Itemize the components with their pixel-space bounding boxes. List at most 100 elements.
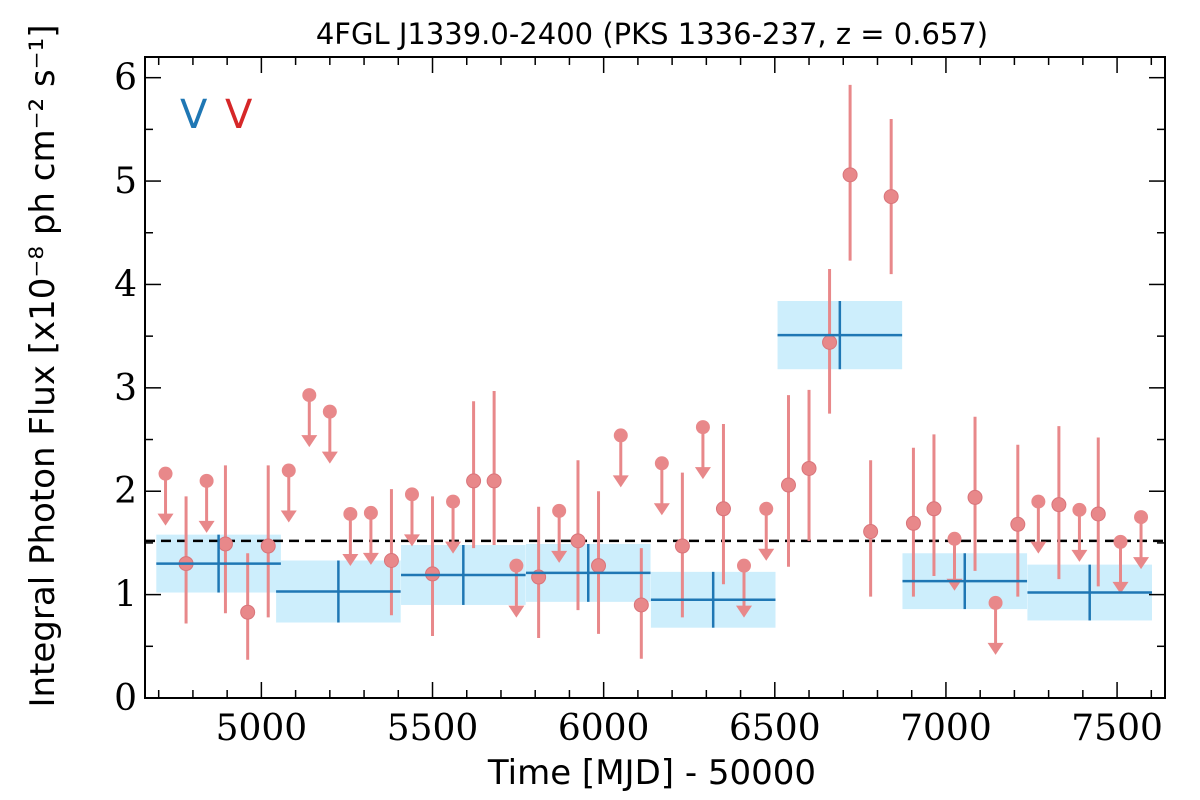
short-bin-marker bbox=[905, 515, 921, 531]
upper-limit-marker bbox=[158, 466, 173, 481]
short-bin-point-5 bbox=[260, 465, 276, 618]
upper-limit-arrowhead bbox=[301, 435, 318, 448]
upper-limit-marker bbox=[1113, 534, 1128, 549]
short-bin-marker bbox=[1010, 516, 1026, 532]
short-bin-point-19 bbox=[551, 503, 568, 563]
upper-limit-marker bbox=[322, 404, 337, 419]
short-bin-marker bbox=[883, 189, 899, 205]
upper-limit-arrowhead bbox=[198, 520, 215, 533]
short-bin-point-1 bbox=[178, 496, 194, 624]
short-bin-point-37 bbox=[926, 434, 942, 577]
chart-title: 4FGL J1339.0-2400 (PKS 1336-237, z = 0.6… bbox=[316, 17, 988, 51]
short-bin-point-11 bbox=[383, 489, 399, 616]
short-bin-marker bbox=[591, 558, 607, 574]
short-bin-point-46 bbox=[1112, 534, 1129, 594]
short-bin-point-45 bbox=[1090, 437, 1106, 587]
legend-label-short-bins: V bbox=[225, 92, 253, 138]
upper-limit-arrowhead bbox=[735, 605, 752, 618]
y-axis-label: Integral Photon Flux [x10⁻⁸ ph cm⁻² s⁻¹] bbox=[23, 24, 63, 707]
short-bin-point-35 bbox=[883, 119, 899, 275]
upper-limit-marker bbox=[343, 506, 358, 521]
short-bin-point-22 bbox=[612, 428, 629, 488]
upper-limit-marker bbox=[509, 558, 524, 573]
short-bin-marker bbox=[633, 597, 649, 613]
y-tick-label-1: 1 bbox=[114, 575, 137, 616]
x-axis-label: Time [MJD] - 50000 bbox=[487, 753, 816, 793]
short-bin-marker bbox=[1090, 506, 1106, 522]
long-bin-point-2 bbox=[401, 544, 526, 605]
short-bin-point-30 bbox=[780, 395, 796, 567]
upper-limit-marker bbox=[552, 503, 567, 518]
short-bin-point-6 bbox=[280, 463, 297, 523]
x-tick-label-1: 5500 bbox=[387, 708, 479, 749]
short-bin-marker bbox=[1051, 497, 1067, 513]
short-bin-point-40 bbox=[987, 595, 1004, 655]
long-bin-point-6 bbox=[902, 553, 1028, 610]
short-bin-points bbox=[157, 84, 1150, 660]
short-bin-point-32 bbox=[822, 268, 838, 414]
y-tick-label-5: 5 bbox=[114, 161, 137, 202]
upper-limit-marker bbox=[654, 456, 669, 471]
short-bin-point-39 bbox=[967, 416, 983, 571]
x-tick-label-0: 5000 bbox=[216, 708, 308, 749]
upper-limit-marker bbox=[988, 595, 1003, 610]
short-bin-point-29 bbox=[758, 501, 775, 561]
short-bin-point-43 bbox=[1051, 426, 1067, 580]
x-tick-label-3: 6500 bbox=[729, 708, 821, 749]
upper-limit-arrowhead bbox=[1030, 541, 1047, 554]
short-bin-point-4 bbox=[240, 553, 256, 660]
short-bin-marker bbox=[801, 460, 817, 476]
y-tick-label-2: 2 bbox=[114, 471, 137, 512]
upper-limit-arrowhead bbox=[694, 467, 711, 480]
long-bin-point-0 bbox=[156, 534, 281, 593]
short-bin-point-26 bbox=[694, 420, 711, 480]
short-bin-point-10 bbox=[362, 505, 379, 565]
short-bin-point-16 bbox=[486, 390, 502, 545]
short-bin-point-7 bbox=[301, 388, 318, 448]
plot-frame bbox=[144, 56, 1166, 699]
upper-limit-arrowhead bbox=[1071, 549, 1088, 562]
short-bin-point-33 bbox=[842, 84, 858, 261]
short-bin-marker bbox=[780, 477, 796, 493]
y-tick-label-4: 4 bbox=[114, 264, 137, 305]
long-bin-point-4 bbox=[650, 571, 776, 628]
short-bin-point-25 bbox=[674, 472, 690, 618]
short-bin-point-2 bbox=[198, 473, 215, 533]
upper-limit-arrowhead bbox=[445, 541, 462, 554]
upper-limit-arrowhead bbox=[551, 550, 568, 563]
upper-limit-marker bbox=[404, 487, 419, 502]
upper-limit-marker bbox=[695, 420, 710, 435]
short-bin-point-27 bbox=[715, 424, 731, 585]
long-bin-point-3 bbox=[525, 543, 651, 602]
short-bin-point-23 bbox=[633, 548, 649, 659]
short-bin-point-14 bbox=[445, 494, 462, 554]
upper-limit-arrowhead bbox=[987, 642, 1004, 655]
x-tick-label-2: 6000 bbox=[558, 708, 650, 749]
long-bin-bands bbox=[156, 300, 1152, 628]
upper-limit-marker bbox=[1031, 494, 1046, 509]
upper-limit-arrowhead bbox=[1133, 557, 1150, 570]
upper-limit-marker bbox=[302, 388, 317, 403]
short-bin-point-20 bbox=[570, 460, 586, 611]
upper-limit-arrowhead bbox=[612, 475, 629, 488]
short-bin-point-17 bbox=[508, 558, 525, 618]
upper-limit-marker bbox=[759, 501, 774, 516]
upper-limit-marker bbox=[199, 473, 214, 488]
long-bin-point-5 bbox=[777, 300, 903, 370]
short-bin-marker bbox=[863, 524, 879, 540]
upper-limit-arrowhead bbox=[321, 451, 338, 464]
long-bin-point-7 bbox=[1027, 564, 1152, 621]
short-bin-marker bbox=[486, 473, 502, 489]
x-axis-ticks: 5000 5500 6000 6500 7000 7500 bbox=[157, 57, 1163, 749]
short-bin-marker bbox=[260, 538, 276, 554]
upper-limit-arrowhead bbox=[342, 553, 359, 566]
upper-limit-marker bbox=[446, 494, 461, 509]
short-bin-point-0 bbox=[157, 466, 174, 526]
long-bin-point-1 bbox=[276, 560, 401, 623]
upper-limit-arrowhead bbox=[280, 510, 297, 523]
x-tick-label-5: 7500 bbox=[1071, 708, 1163, 749]
short-bin-point-41 bbox=[1010, 444, 1026, 597]
upper-limit-marker bbox=[736, 558, 751, 573]
short-bin-marker bbox=[570, 533, 586, 549]
short-bin-point-24 bbox=[653, 456, 670, 516]
